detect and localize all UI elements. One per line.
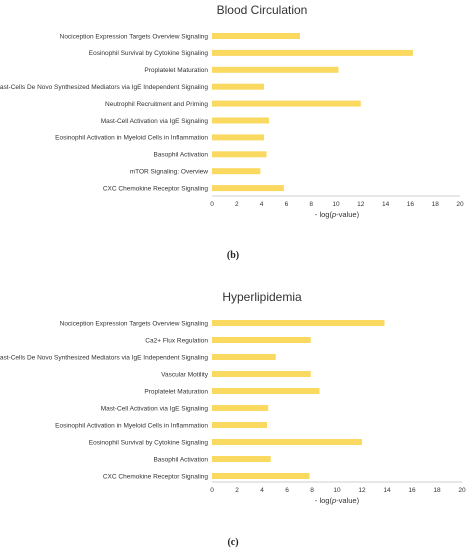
category-label: Mast-Cell Activation via IgE Signaling (101, 118, 209, 125)
x-tick-label: 18 (432, 201, 440, 208)
bar (212, 83, 265, 90)
x-tick-label: 2 (235, 487, 239, 494)
category-label: Neutrophil Recruitment and Priming (105, 101, 208, 108)
bar (212, 405, 269, 411)
bar (212, 134, 265, 141)
bar (212, 185, 284, 192)
bar (212, 117, 270, 124)
x-tick-label: 6 (285, 201, 289, 208)
bar (212, 473, 310, 479)
x-axis-label-suffix: -value) (336, 210, 359, 219)
x-tick-label: 0 (210, 487, 214, 494)
category-label: mTOR Signaling: Overview (130, 169, 209, 176)
bar (212, 371, 311, 377)
x-tick-label: 18 (433, 487, 441, 494)
bar (212, 388, 320, 394)
x-tick-label: 10 (333, 487, 341, 494)
chart-panel-1: Blood Circulation Nociception Expression … (0, 3, 464, 261)
category-label: Proplatelet Maturation (144, 388, 208, 395)
category-label: Basophil Activation (153, 152, 208, 159)
bar (212, 49, 413, 56)
category-label: Eosinophil Activation in Myeloid Cells i… (55, 135, 208, 142)
category-label: Mast-Cells De Novo Synthesized Mediators… (0, 354, 208, 361)
category-label: CXC Chemokine Receptor Signaling (103, 185, 209, 192)
category-label: CXC Chemokine Receptor Signaling (103, 473, 209, 480)
x-tick-label: 8 (309, 201, 313, 208)
bar (212, 33, 301, 39)
x-tick-label: 16 (407, 201, 415, 208)
chart-title: Hyperlipidemia (222, 290, 302, 304)
x-axis-label-prefix: - log( (315, 210, 333, 219)
x-tick-label: 2 (235, 201, 239, 208)
bar (212, 320, 385, 326)
category-label: Mast-Cells De Novo Synthesized Mediators… (0, 84, 208, 91)
x-axis-label-suffix: -value) (336, 496, 359, 505)
x-axis-label-italic: p (331, 210, 336, 219)
panel-label: (c) (227, 537, 238, 548)
category-label: Eosinophil Activation in Myeloid Cells i… (55, 422, 208, 429)
x-tick-label: 8 (310, 487, 314, 494)
x-axis-label-prefix: - log( (315, 496, 333, 505)
category-label: Eosinophil Survival by Cytokine Signalin… (89, 50, 209, 57)
category-label: Proplatelet Maturation (144, 67, 208, 74)
chart-panel-2: Hyperlipidemia Nociception Expression Tar… (0, 290, 466, 548)
bar (212, 66, 339, 73)
bar (212, 337, 311, 343)
bar (212, 100, 361, 107)
x-axis-label: - log(p-value) (315, 210, 360, 219)
x-axis-label-italic: p (331, 496, 336, 505)
x-tick-label: 0 (210, 201, 214, 208)
x-axis-label: - log(p-value) (315, 496, 360, 505)
bar (212, 168, 261, 175)
x-tick-label: 4 (260, 487, 264, 494)
x-tick-label: 16 (408, 487, 416, 494)
category-label: Nociception Expression Targets Overview … (60, 320, 209, 327)
x-tick-label: 10 (332, 201, 340, 208)
x-tick-label: 14 (382, 201, 390, 208)
category-label: Ca2+ Flux Regulation (145, 337, 208, 344)
x-tick-label: 20 (458, 487, 466, 494)
x-tick-label: 12 (358, 487, 366, 494)
bar (212, 439, 362, 445)
bar (212, 354, 276, 360)
x-tick-label: 14 (383, 487, 391, 494)
category-label: Vascular Motility (161, 371, 209, 378)
category-label: Mast-Cell Activation via IgE Signaling (101, 405, 209, 412)
chart-title: Blood Circulation (217, 3, 308, 17)
x-tick-label: 4 (260, 201, 264, 208)
panel-label: (b) (227, 250, 239, 261)
bar (212, 456, 271, 462)
category-label: Eosinophil Survival by Cytokine Signalin… (89, 439, 209, 446)
x-tick-label: 12 (357, 201, 365, 208)
x-tick-label: 20 (456, 201, 464, 208)
bar (212, 422, 267, 428)
x-tick-label: 6 (285, 487, 289, 494)
category-label: Nociception Expression Targets Overview … (60, 33, 209, 40)
category-label: Basophil Activation (153, 456, 208, 463)
bar (212, 151, 267, 158)
